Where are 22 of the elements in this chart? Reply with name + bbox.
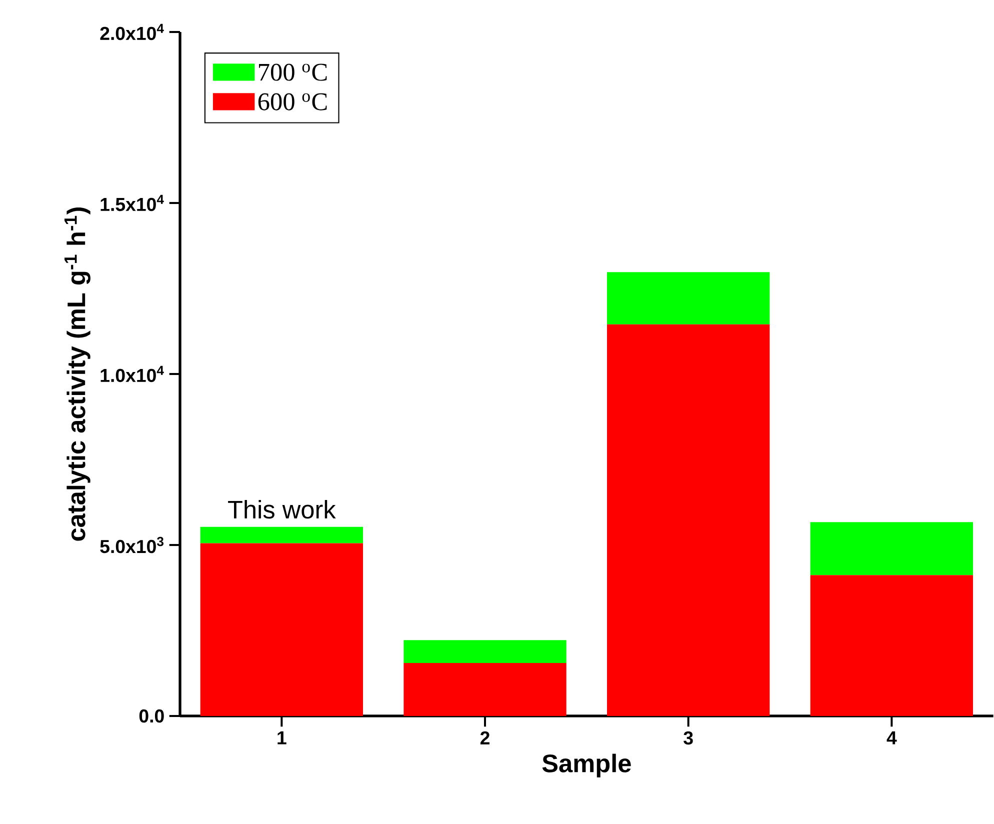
bar bbox=[200, 526, 364, 544]
bar bbox=[404, 640, 566, 663]
bar bbox=[607, 272, 770, 324]
bar bbox=[607, 324, 770, 716]
annotation: This work bbox=[228, 500, 336, 519]
x-tick-label: 4 bbox=[886, 731, 897, 744]
y-tick-label: 1.0x10$^{4}$ bbox=[100, 366, 164, 382]
x-tick-label: 2 bbox=[480, 731, 490, 744]
bar bbox=[200, 543, 364, 716]
y-tick-label: 2.0x10$^{4}$ bbox=[100, 24, 164, 40]
y-tick-label: 1.5x10$^{4}$ bbox=[100, 194, 164, 212]
x-tick-label: 1 bbox=[278, 731, 286, 744]
bar bbox=[810, 575, 974, 716]
y-tick-label: 5.0x10$^{3}$ bbox=[100, 536, 164, 554]
y-tick-label: 0.0 bbox=[139, 709, 164, 723]
y-axis-title: catalytic activity (mL g$^{-1}$ h$^{-1}$) bbox=[64, 207, 90, 541]
x-axis-title: Sample bbox=[542, 754, 631, 778]
x-tick-label: 3 bbox=[684, 731, 693, 745]
bar bbox=[810, 522, 974, 576]
bar bbox=[404, 662, 566, 716]
legend-label: 700 $^{o}$C bbox=[259, 64, 327, 81]
legend-label: 600 $^{o}$C bbox=[258, 93, 327, 110]
